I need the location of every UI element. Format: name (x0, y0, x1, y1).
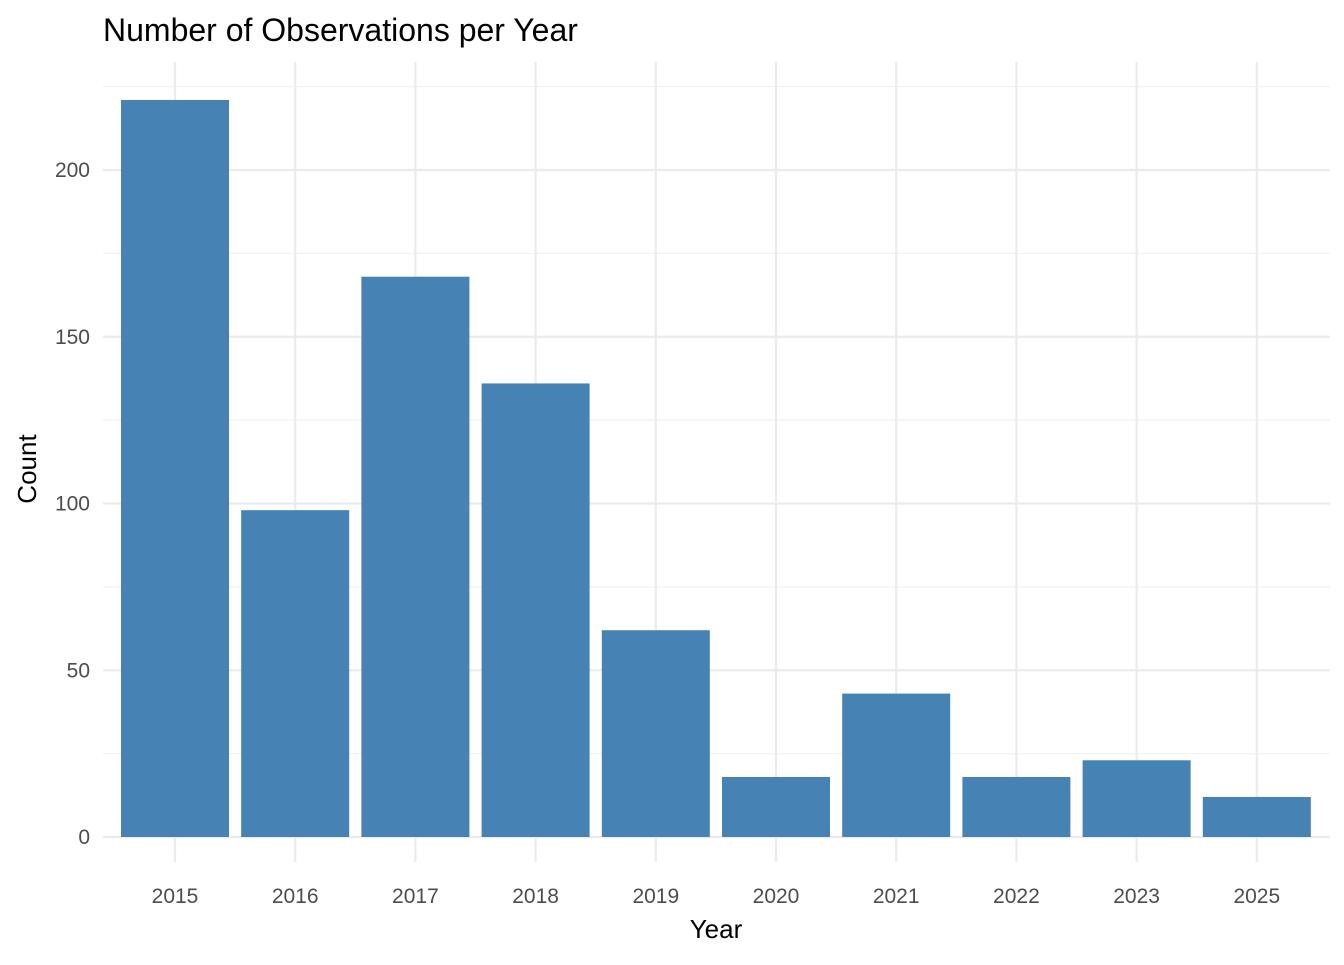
chart-title: Number of Observations per Year (103, 12, 578, 48)
x-tick-label: 2020 (753, 885, 800, 908)
bars (121, 99, 1311, 838)
bar-2015 (121, 99, 229, 838)
x-tick-label: 2019 (632, 885, 679, 908)
bar-2022 (962, 776, 1071, 837)
y-tick-label: 200 (55, 159, 90, 182)
y-tick-label: 150 (55, 326, 90, 349)
bar-2021 (842, 693, 951, 837)
x-tick-label: 2016 (272, 885, 319, 908)
x-axis-title: Year (690, 914, 743, 944)
bar-2016 (241, 510, 350, 837)
x-tick-label: 2023 (1113, 885, 1160, 908)
bar-2023 (1082, 760, 1191, 837)
bar-2017 (361, 276, 470, 838)
bar-2025 (1202, 796, 1311, 837)
y-axis-ticks: 0 50 100 150 200 (55, 159, 90, 849)
bar-2020 (722, 776, 830, 837)
y-tick-label: 50 (67, 659, 90, 682)
x-tick-label: 2021 (873, 885, 920, 908)
bar-2018 (481, 383, 590, 837)
y-axis-title: Count (12, 434, 42, 504)
bar-2019 (601, 630, 710, 837)
y-tick-label: 100 (55, 493, 90, 516)
y-tick-label: 0 (78, 826, 90, 849)
x-tick-label: 2017 (392, 885, 439, 908)
x-tick-label: 2025 (1233, 885, 1280, 908)
x-tick-label: 2015 (152, 885, 199, 908)
x-tick-label: 2018 (512, 885, 559, 908)
x-axis-ticks: 2015 2016 2017 2018 2019 2020 2021 2022 2023 2025 (152, 885, 1281, 908)
x-tick-label: 2022 (993, 885, 1040, 908)
